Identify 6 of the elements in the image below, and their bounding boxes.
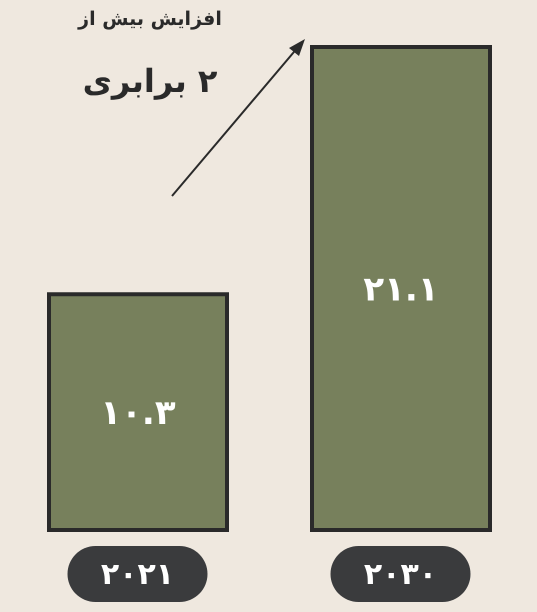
data-label: ۲۱.۱	[363, 270, 439, 310]
annotation: ۲ برابری	[82, 62, 218, 100]
x-tick-label: ۲۰۲۱	[100, 557, 174, 592]
x-tick-label: ۲۰۳۰	[364, 557, 438, 592]
text: افزایش بیش از	[76, 8, 223, 30]
data-label: ۱۰.۳	[100, 393, 176, 434]
